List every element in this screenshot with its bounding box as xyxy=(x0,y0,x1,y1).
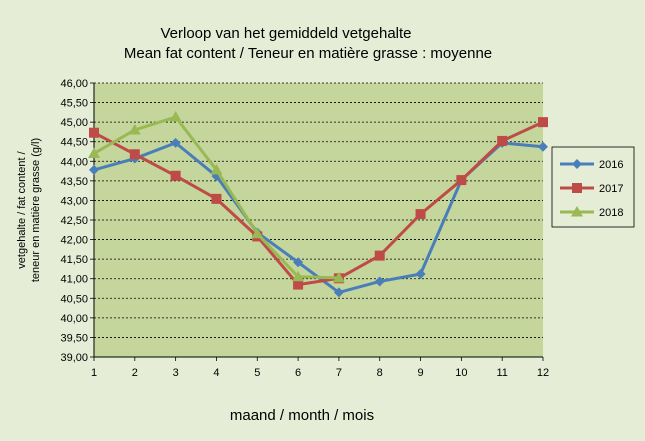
data-point xyxy=(456,175,467,186)
legend: 2016 2017 2018 xyxy=(551,146,635,228)
x-tick-label: 9 xyxy=(417,367,423,379)
y-tick-label: 42,50 xyxy=(60,215,88,227)
legend-marker-2018 xyxy=(571,206,583,217)
x-tick-label: 10 xyxy=(455,367,467,379)
y-tick-label: 41,50 xyxy=(60,254,88,266)
data-point xyxy=(89,164,99,175)
data-point xyxy=(333,287,344,298)
x-axis-ticks: 1 2 3 4 5 6 7 8 9 10 11 12 xyxy=(91,357,549,379)
y-tick-label: 43,00 xyxy=(60,195,88,207)
legend-marker-2017 xyxy=(572,183,582,193)
x-tick-label: 8 xyxy=(377,367,383,379)
y-tick-label: 42,00 xyxy=(60,235,88,247)
data-point xyxy=(251,227,264,239)
data-point xyxy=(210,163,223,175)
data-point xyxy=(332,271,345,283)
x-tick-label: 7 xyxy=(336,367,342,379)
y-tick-label: 40,00 xyxy=(60,313,88,325)
data-point xyxy=(89,127,99,138)
data-point xyxy=(211,193,222,204)
series-group xyxy=(88,111,548,298)
data-point xyxy=(415,209,426,220)
series-2018 xyxy=(88,111,345,283)
legend-label-2016: 2016 xyxy=(599,159,623,171)
x-tick-label: 6 xyxy=(295,367,301,379)
y-tick-label: 39,50 xyxy=(60,332,88,344)
data-point xyxy=(170,170,181,181)
x-tick-label: 12 xyxy=(537,367,549,379)
x-tick-label: 5 xyxy=(254,367,260,379)
data-point xyxy=(374,250,385,261)
y-tick-label: 41,00 xyxy=(60,274,88,286)
data-point xyxy=(538,117,548,128)
data-point xyxy=(88,147,100,158)
legend-label-2018: 2018 xyxy=(599,207,623,219)
y-tick-label: 44,50 xyxy=(60,137,88,149)
x-tick-label: 4 xyxy=(213,367,219,379)
y-axis-ticks: 39,00 39,50 40,00 40,50 41,00 41,50 42,00 42,50… xyxy=(60,78,94,364)
series-line-2017 xyxy=(93,120,544,287)
data-point xyxy=(497,135,508,146)
data-point xyxy=(293,279,304,290)
data-point xyxy=(293,257,304,268)
data-point xyxy=(170,137,181,148)
y-tick-label: 45,00 xyxy=(60,117,88,129)
y-tick-label: 39,00 xyxy=(60,352,88,364)
x-tick-label: 1 xyxy=(91,367,97,379)
chart-title-line2: Mean fat content / Teneur en matière gra… xyxy=(124,45,492,62)
x-tick-label: 2 xyxy=(132,367,138,379)
legend-label-2017: 2017 xyxy=(599,183,623,195)
legend-marker-2016 xyxy=(572,159,582,169)
y-tick-label: 43,50 xyxy=(60,176,88,188)
y-tick-label: 46,00 xyxy=(60,78,88,90)
data-point xyxy=(129,149,140,160)
data-point xyxy=(128,123,141,135)
y-tick-label: 44,00 xyxy=(60,156,88,168)
data-point xyxy=(538,141,548,152)
data-point xyxy=(374,276,385,287)
y-tick-label: 40,50 xyxy=(60,293,88,305)
y-axis-label-line2: teneur en matière grasse (g/l) xyxy=(30,138,42,282)
data-point xyxy=(292,270,305,282)
x-axis-label: maand / month / mois xyxy=(230,407,374,424)
x-tick-label: 11 xyxy=(496,367,507,379)
chart-title-line1: Verloop van het gemiddeld vetgehalte xyxy=(160,25,411,42)
data-point xyxy=(169,111,182,122)
y-tick-label: 45,50 xyxy=(60,98,88,110)
y-axis-label-line1: vetgehalte / fat content / xyxy=(16,150,28,268)
x-tick-label: 3 xyxy=(173,367,179,379)
data-point xyxy=(415,269,426,280)
